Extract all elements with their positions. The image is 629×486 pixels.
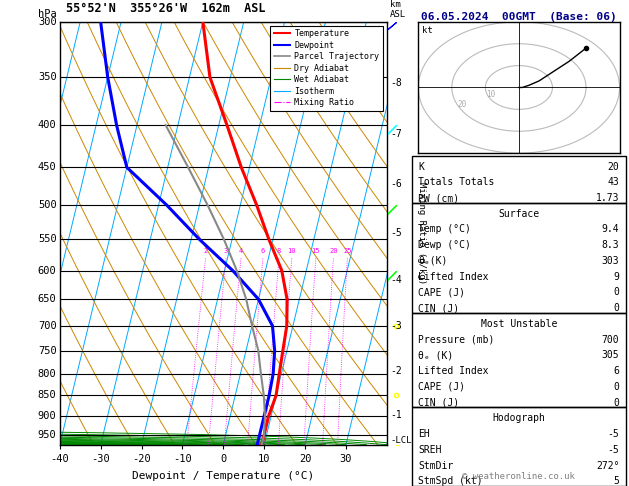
Text: 15: 15: [311, 248, 320, 254]
Text: Lifted Index: Lifted Index: [418, 272, 489, 282]
Bar: [412, 156, 626, 203]
Text: 400: 400: [38, 120, 57, 130]
Text: 0: 0: [613, 303, 620, 313]
Text: 43: 43: [608, 177, 620, 187]
Text: -3: -3: [390, 321, 402, 331]
Text: StmSpd (kt): StmSpd (kt): [418, 476, 483, 486]
Text: 10: 10: [287, 248, 296, 254]
Text: -7: -7: [390, 129, 402, 139]
Text: 3: 3: [224, 248, 228, 254]
Text: θₑ (K): θₑ (K): [418, 350, 454, 361]
Text: Mixing Ratio (g/kg): Mixing Ratio (g/kg): [417, 182, 426, 284]
Text: CIN (J): CIN (J): [418, 303, 460, 313]
Text: 500: 500: [38, 200, 57, 210]
Text: Most Unstable: Most Unstable: [481, 319, 557, 329]
Text: 0: 0: [613, 398, 620, 408]
Text: hPa: hPa: [38, 9, 57, 19]
Text: © weatheronline.co.uk: © weatheronline.co.uk: [462, 472, 576, 481]
Text: 2: 2: [203, 248, 208, 254]
Text: 06.05.2024  00GMT  (Base: 06): 06.05.2024 00GMT (Base: 06): [421, 12, 617, 22]
Text: 6: 6: [613, 366, 620, 376]
Text: -5: -5: [390, 228, 402, 238]
Text: 20: 20: [608, 161, 620, 172]
Text: 25: 25: [343, 248, 352, 254]
Text: 350: 350: [38, 72, 57, 82]
Text: SREH: SREH: [418, 445, 442, 455]
Bar: [412, 203, 626, 313]
Text: -8: -8: [390, 78, 402, 88]
Text: 550: 550: [38, 234, 57, 244]
Text: 8.3: 8.3: [602, 240, 620, 250]
Text: Temp (°C): Temp (°C): [418, 225, 471, 234]
Text: 9: 9: [613, 272, 620, 282]
Text: -LCL: -LCL: [390, 436, 411, 446]
Text: Lifted Index: Lifted Index: [418, 366, 489, 376]
Text: PW (cm): PW (cm): [418, 193, 460, 203]
Text: Dewpoint / Temperature (°C): Dewpoint / Temperature (°C): [132, 471, 314, 482]
Text: 0: 0: [613, 287, 620, 297]
Text: θₑ(K): θₑ(K): [418, 256, 448, 266]
Text: K: K: [418, 161, 425, 172]
Text: 650: 650: [38, 294, 57, 304]
Text: Totals Totals: Totals Totals: [418, 177, 495, 187]
Text: -6: -6: [390, 179, 402, 189]
Text: 800: 800: [38, 369, 57, 379]
Text: 600: 600: [38, 265, 57, 276]
Text: Surface: Surface: [498, 209, 540, 219]
Text: 10: 10: [486, 90, 495, 99]
Text: Dewp (°C): Dewp (°C): [418, 240, 471, 250]
Text: 750: 750: [38, 346, 57, 356]
Text: 950: 950: [38, 431, 57, 440]
Text: 700: 700: [602, 335, 620, 345]
Text: 900: 900: [38, 411, 57, 421]
Text: CAPE (J): CAPE (J): [418, 382, 465, 392]
Legend: Temperature, Dewpoint, Parcel Trajectory, Dry Adiabat, Wet Adiabat, Isotherm, Mi: Temperature, Dewpoint, Parcel Trajectory…: [270, 26, 382, 111]
Text: 300: 300: [38, 17, 57, 27]
Bar: [412, 313, 626, 407]
Text: 272°: 272°: [596, 461, 620, 470]
Text: km
ASL: km ASL: [390, 0, 406, 19]
Text: Pressure (mb): Pressure (mb): [418, 335, 495, 345]
Text: CAPE (J): CAPE (J): [418, 287, 465, 297]
Text: 1.73: 1.73: [596, 193, 620, 203]
Text: -4: -4: [390, 275, 402, 285]
Text: -1: -1: [390, 411, 402, 420]
Text: 6: 6: [261, 248, 265, 254]
Text: 20: 20: [457, 100, 467, 109]
Bar: [412, 407, 626, 486]
Text: 700: 700: [38, 321, 57, 331]
Text: 9.4: 9.4: [602, 225, 620, 234]
Text: kt: kt: [422, 26, 433, 35]
Text: 8: 8: [277, 248, 281, 254]
Text: 850: 850: [38, 390, 57, 400]
Text: 303: 303: [602, 256, 620, 266]
Text: 20: 20: [329, 248, 338, 254]
Text: 0: 0: [613, 382, 620, 392]
Text: 5: 5: [613, 476, 620, 486]
Text: Hodograph: Hodograph: [493, 413, 545, 423]
Text: 305: 305: [602, 350, 620, 361]
Text: CIN (J): CIN (J): [418, 398, 460, 408]
Text: 450: 450: [38, 162, 57, 173]
Text: 4: 4: [239, 248, 243, 254]
Text: 55°52'N  355°26'W  162m  ASL: 55°52'N 355°26'W 162m ASL: [66, 1, 265, 15]
Text: -2: -2: [390, 366, 402, 377]
Text: StmDir: StmDir: [418, 461, 454, 470]
Text: -5: -5: [608, 429, 620, 439]
Text: -5: -5: [608, 445, 620, 455]
Text: EH: EH: [418, 429, 430, 439]
